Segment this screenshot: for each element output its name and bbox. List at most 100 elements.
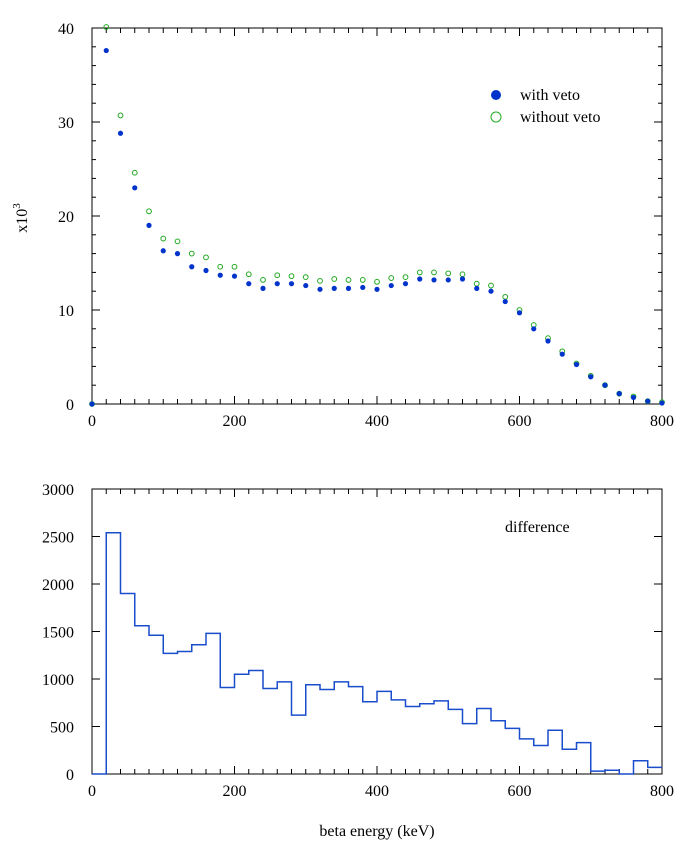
point-with-veto bbox=[217, 272, 223, 278]
point-without-veto bbox=[203, 254, 209, 261]
point-without-veto bbox=[359, 277, 366, 283]
point-without-veto bbox=[416, 269, 423, 276]
point-without-veto bbox=[388, 275, 395, 281]
point-with-veto bbox=[89, 401, 95, 407]
y-tick-label: 0 bbox=[66, 397, 74, 414]
point-without-veto bbox=[245, 271, 252, 278]
top-y-tick-labels: 0 10 20 30 40 bbox=[58, 21, 74, 414]
point-without-veto bbox=[431, 269, 437, 276]
point-with-veto bbox=[488, 288, 494, 294]
point-with-veto bbox=[146, 222, 152, 228]
y-tick-label: 1000 bbox=[42, 672, 74, 689]
top-data-points bbox=[89, 24, 665, 407]
point-with-veto bbox=[260, 285, 266, 291]
point-with-veto bbox=[502, 298, 508, 305]
point-with-veto bbox=[374, 286, 380, 292]
bottom-x-axis-label: beta energy (keV) bbox=[319, 823, 434, 840]
point-without-veto bbox=[188, 250, 195, 257]
bottom-y-tick-labels: 0 500 1000 1500 2000 2500 3000 bbox=[42, 482, 74, 784]
point-without-veto bbox=[302, 274, 309, 281]
point-without-veto bbox=[402, 274, 409, 281]
y-tick-label: 3000 bbox=[42, 482, 74, 499]
bottom-x-tick-labels: 0 200 400 600 800 bbox=[88, 783, 674, 800]
x-tick-label: 600 bbox=[508, 783, 532, 800]
point-with-veto bbox=[630, 394, 637, 401]
x-tick-label: 400 bbox=[365, 783, 389, 800]
y-tick-label: 1500 bbox=[42, 625, 74, 642]
legend-marker-with-veto bbox=[491, 90, 501, 100]
point-with-veto bbox=[616, 391, 622, 397]
point-with-veto bbox=[288, 281, 295, 287]
y-tick-label: 2500 bbox=[42, 530, 74, 547]
x-tick-label: 0 bbox=[88, 413, 96, 430]
y-tick-label: 20 bbox=[58, 209, 74, 226]
point-with-veto bbox=[417, 276, 423, 282]
point-with-veto bbox=[531, 326, 537, 332]
point-without-veto bbox=[345, 277, 352, 283]
point-without-veto bbox=[445, 270, 452, 277]
point-with-veto bbox=[588, 374, 594, 380]
bottom-chart: 0 200 400 600 800 0 500 1000 1500 2000 2500 3000 d… bbox=[42, 482, 674, 840]
point-with-veto bbox=[516, 310, 523, 316]
point-without-veto bbox=[274, 272, 281, 279]
point-with-veto bbox=[231, 273, 238, 279]
point-without-veto bbox=[160, 235, 167, 242]
x-tick-label: 800 bbox=[650, 413, 674, 430]
point-without-veto bbox=[131, 169, 138, 176]
point-without-veto bbox=[217, 263, 224, 270]
point-without-veto bbox=[488, 282, 494, 289]
point-with-veto bbox=[103, 47, 109, 54]
point-with-veto bbox=[445, 277, 451, 283]
x-tick-label: 200 bbox=[223, 783, 247, 800]
point-with-veto bbox=[203, 267, 209, 274]
point-with-veto bbox=[360, 284, 366, 291]
x-tick-label: 600 bbox=[508, 413, 532, 430]
y-tick-label: 0 bbox=[66, 767, 74, 784]
point-with-veto bbox=[160, 248, 166, 254]
point-with-veto bbox=[132, 185, 138, 191]
point-with-veto bbox=[331, 285, 337, 291]
point-with-veto bbox=[431, 277, 437, 283]
point-with-veto bbox=[345, 285, 352, 291]
y-tick-label: 500 bbox=[50, 720, 74, 737]
point-with-veto bbox=[388, 282, 394, 289]
x-tick-label: 0 bbox=[88, 783, 96, 800]
x-tick-label: 200 bbox=[223, 413, 247, 430]
point-with-veto bbox=[174, 251, 181, 257]
point-with-veto bbox=[246, 281, 252, 287]
point-without-veto bbox=[146, 208, 152, 215]
legend-label-without-veto: without veto bbox=[520, 109, 600, 126]
point-without-veto bbox=[331, 276, 338, 282]
top-plot-frame bbox=[91, 27, 663, 405]
top-legend: with veto without veto bbox=[490, 87, 600, 126]
point-with-veto bbox=[545, 338, 551, 344]
point-without-veto bbox=[502, 293, 509, 300]
top-x-tick-labels: 0 200 400 600 800 bbox=[88, 413, 674, 430]
point-without-veto bbox=[231, 263, 238, 270]
point-with-veto bbox=[117, 130, 124, 136]
point-without-veto bbox=[374, 278, 380, 285]
y-tick-label: 40 bbox=[58, 21, 74, 38]
point-with-veto bbox=[303, 282, 309, 289]
point-with-veto bbox=[459, 276, 466, 282]
x-tick-label: 400 bbox=[365, 413, 389, 430]
y-tick-label: 2000 bbox=[42, 577, 74, 594]
top-chart: 0 200 400 600 800 0 10 20 30 40 x103 with veto w… bbox=[11, 21, 674, 430]
legend-marker-without-veto bbox=[490, 111, 502, 123]
point-with-veto bbox=[402, 281, 409, 287]
legend-label-with-veto: with veto bbox=[520, 87, 580, 104]
y-label-exponent: 3 bbox=[11, 203, 23, 209]
y-label-base: x10 bbox=[14, 209, 31, 233]
point-with-veto bbox=[274, 281, 280, 287]
point-with-veto bbox=[659, 400, 665, 406]
bottom-axis-ticks bbox=[91, 488, 663, 775]
point-without-veto bbox=[288, 273, 295, 280]
y-tick-label: 10 bbox=[58, 303, 74, 320]
top-axis-ticks bbox=[91, 27, 663, 405]
x-tick-label: 800 bbox=[650, 783, 674, 800]
point-with-veto bbox=[602, 382, 608, 388]
point-without-veto bbox=[317, 277, 323, 284]
difference-histogram-line bbox=[92, 531, 662, 775]
point-with-veto bbox=[573, 361, 580, 368]
